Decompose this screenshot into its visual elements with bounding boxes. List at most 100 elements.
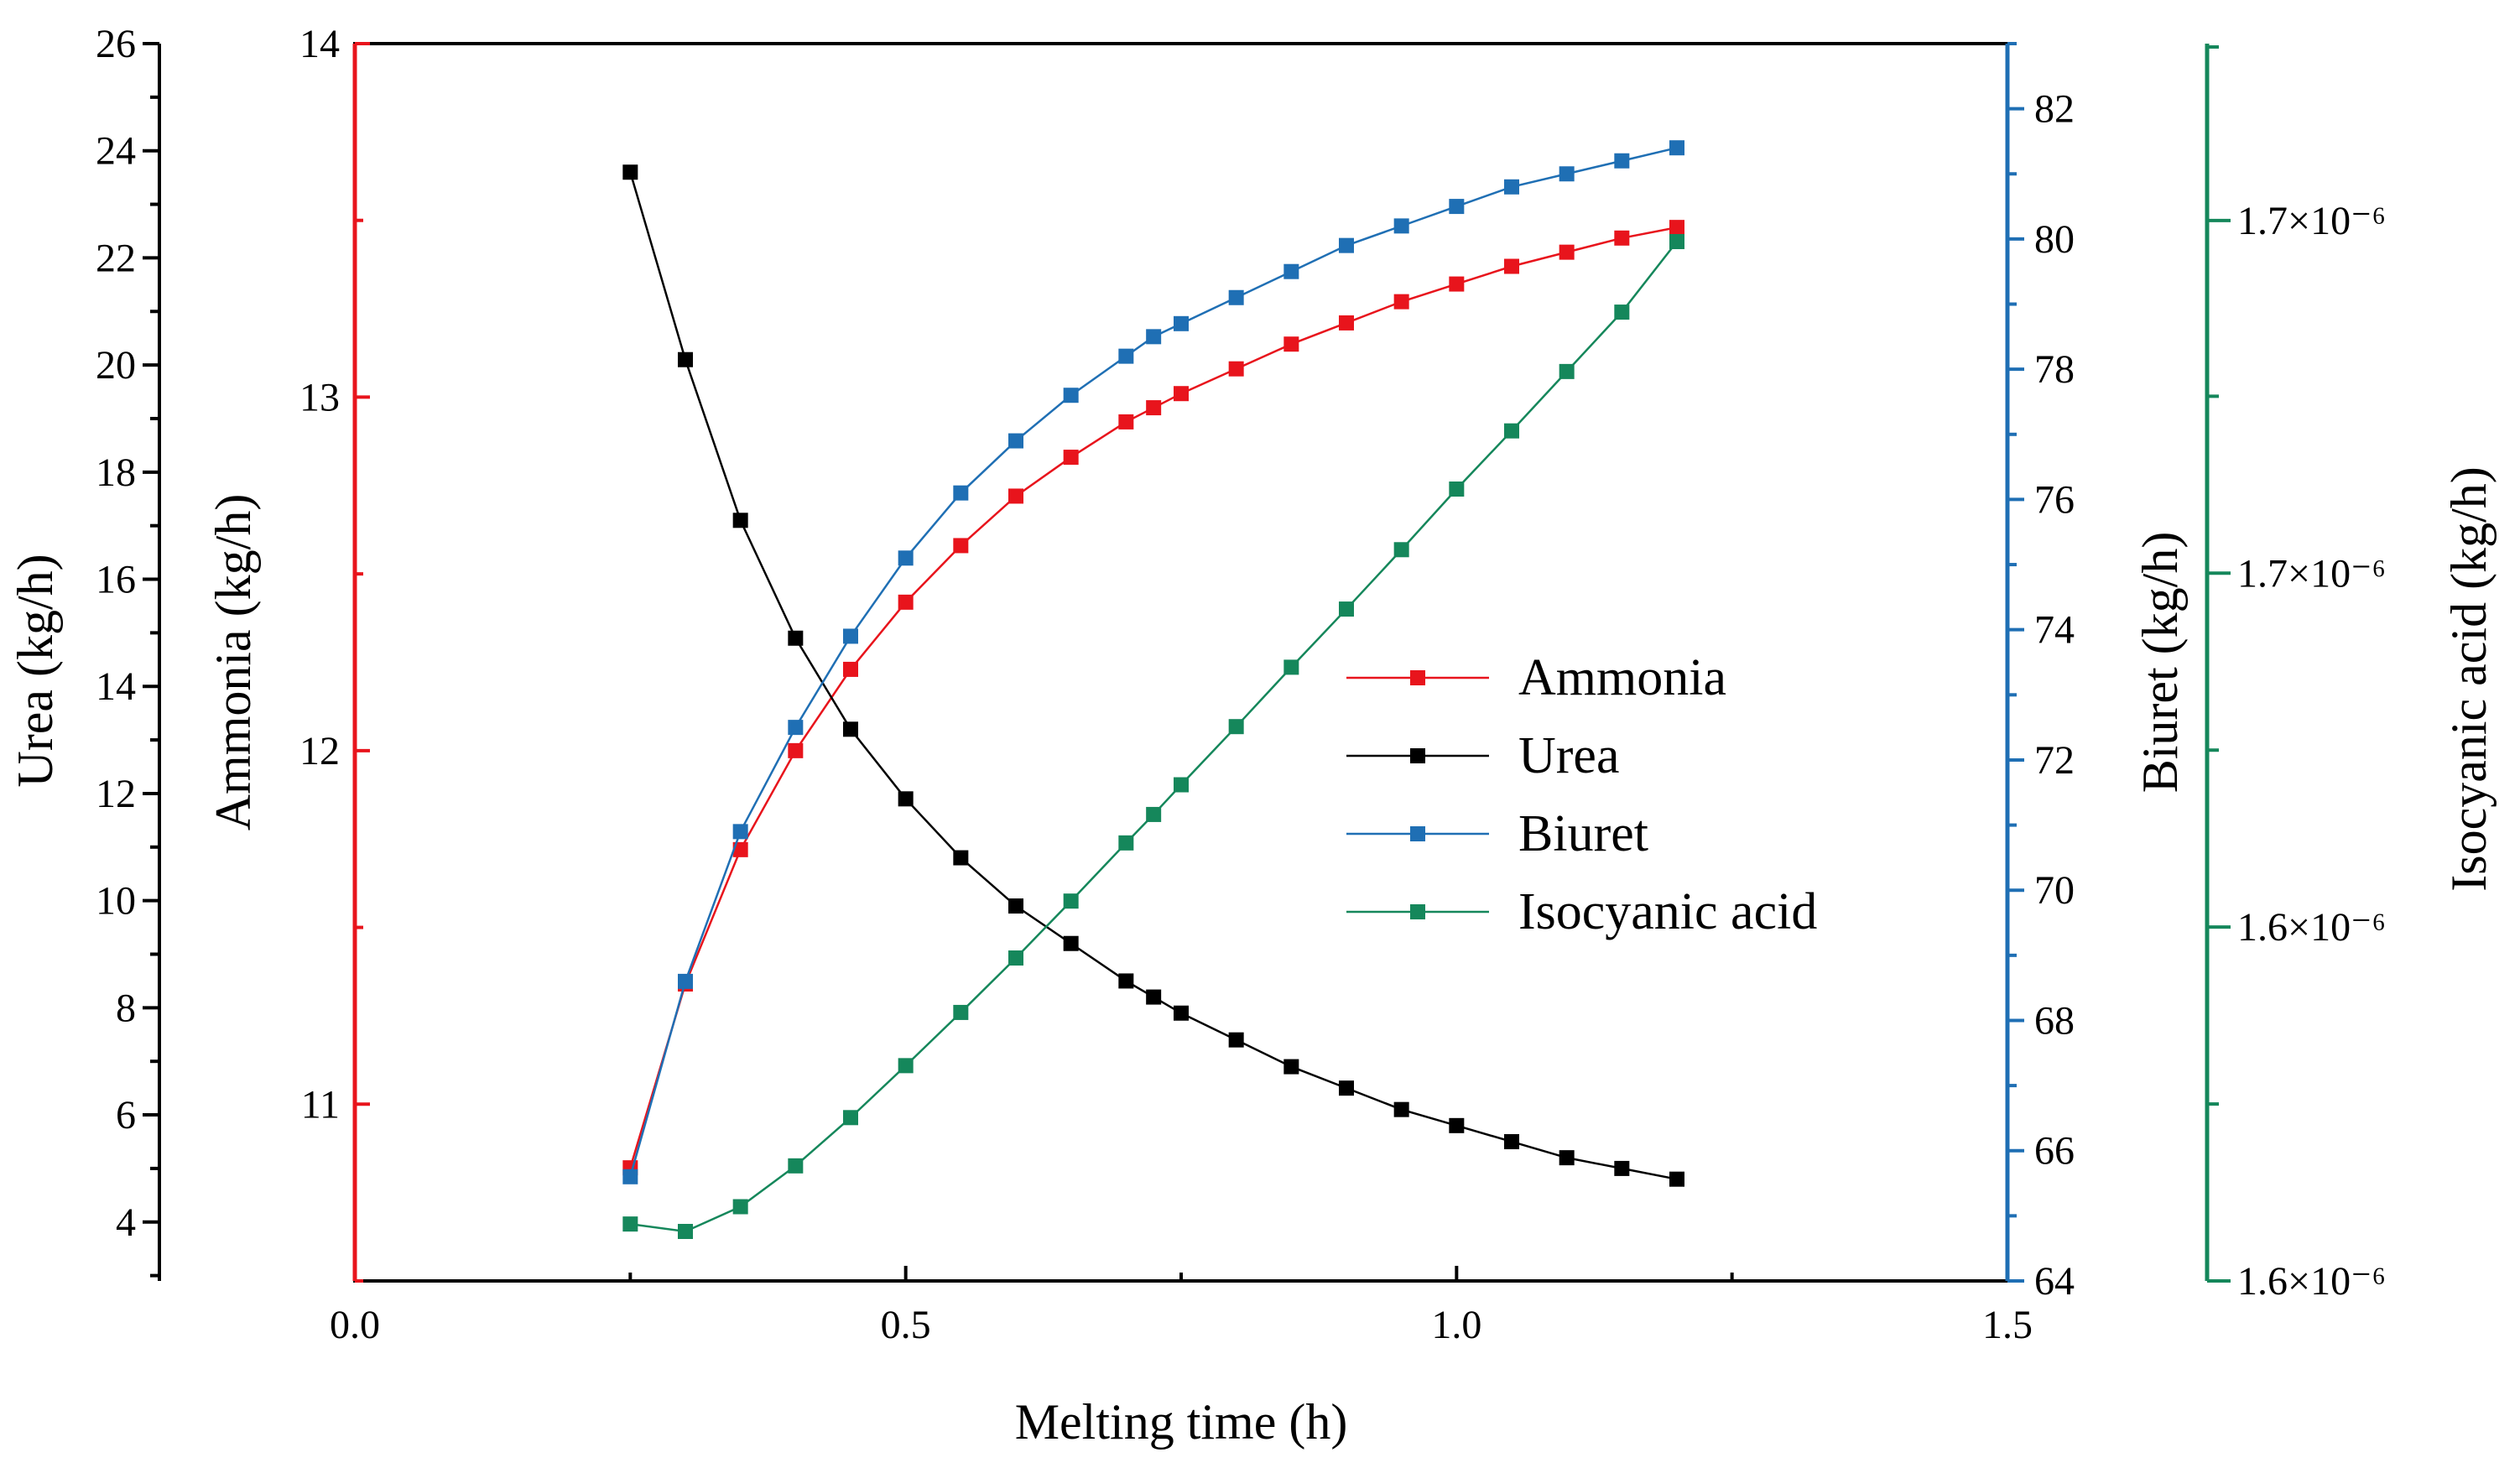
isocyanic-acid-point bbox=[1174, 777, 1189, 793]
ammonia-point bbox=[1449, 276, 1465, 292]
plot-area-frame bbox=[353, 42, 2009, 1283]
ammonia-point bbox=[1228, 361, 1244, 377]
legend-label: Urea bbox=[1518, 727, 1619, 784]
urea-point bbox=[843, 721, 858, 737]
legend-item-ammonia: Ammonia bbox=[1346, 649, 1726, 706]
isocyanic-acid-point bbox=[1146, 806, 1162, 822]
biuret-point bbox=[843, 628, 858, 644]
urea-tick-label: 26 bbox=[96, 22, 136, 66]
isocyanic-acid-point bbox=[1339, 601, 1354, 617]
legend-label: Biuret bbox=[1518, 805, 1648, 862]
isocyanic-acid-point bbox=[1449, 482, 1465, 497]
isocyanic-acid-point bbox=[1559, 363, 1575, 379]
x-axis-title: Melting time (h) bbox=[1015, 1394, 1348, 1450]
isocyanic-acid-point bbox=[788, 1158, 804, 1174]
legend-item-isocyanic-acid: Isocyanic acid bbox=[1346, 883, 1817, 940]
biuret-point bbox=[1283, 263, 1299, 279]
biuret-point bbox=[953, 485, 969, 501]
urea-point bbox=[1669, 1171, 1684, 1187]
isocyanic-tick-label: 1.6×10⁻⁶ bbox=[2237, 1259, 2386, 1304]
ammonia-point bbox=[1669, 220, 1684, 236]
biuret-tick-label: 66 bbox=[2034, 1129, 2075, 1174]
isocyanic-tick-label: 1.7×10⁻⁶ bbox=[2237, 551, 2386, 596]
urea-point bbox=[1559, 1150, 1575, 1166]
isocyanic-acid-point bbox=[1008, 950, 1023, 966]
urea-point bbox=[788, 630, 804, 646]
urea-axis-title: Urea (kg/h) bbox=[8, 554, 63, 787]
ammonia-tick-label: 13 bbox=[299, 375, 340, 419]
biuret-point bbox=[1393, 218, 1409, 234]
urea-point bbox=[953, 850, 969, 866]
urea-point bbox=[1118, 973, 1134, 989]
ammonia-tick-label: 11 bbox=[301, 1082, 340, 1127]
x-tick-label: 0.0 bbox=[330, 1303, 380, 1347]
urea-point bbox=[1393, 1101, 1409, 1117]
legend-label: Isocyanic acid bbox=[1518, 883, 1817, 940]
biuret-point bbox=[1146, 329, 1162, 345]
biuret-point bbox=[1174, 315, 1189, 331]
urea-point bbox=[732, 513, 748, 528]
isocyanic-tick-label: 1.7×10⁻⁶ bbox=[2237, 199, 2386, 243]
biuret-axis-title: Biuret (kg/h) bbox=[2132, 532, 2188, 794]
urea-tick-label: 20 bbox=[96, 343, 136, 388]
legend-swatch-marker bbox=[1410, 748, 1425, 763]
isocyanic-acid-point bbox=[1669, 234, 1684, 249]
biuret-point bbox=[622, 1169, 638, 1184]
legend-item-biuret: Biuret bbox=[1346, 805, 1648, 862]
biuret-point bbox=[732, 824, 748, 840]
urea-point bbox=[1614, 1160, 1630, 1176]
isocyanic-acid-point bbox=[1118, 835, 1134, 851]
urea-point bbox=[1008, 898, 1023, 914]
ammonia-point bbox=[1283, 336, 1299, 352]
urea-tick-label: 22 bbox=[96, 236, 136, 280]
isocyanic-acid-point bbox=[898, 1058, 914, 1074]
biuret-tick-label: 74 bbox=[2034, 608, 2075, 653]
urea-point bbox=[1228, 1032, 1244, 1048]
isocyanic-acid-point bbox=[732, 1199, 748, 1215]
biuret-tick-label: 70 bbox=[2034, 868, 2075, 913]
isocyanic-acid-point bbox=[1063, 893, 1079, 909]
biuret-point bbox=[1614, 153, 1630, 169]
biuret-series bbox=[622, 140, 1684, 1184]
ammonia-point bbox=[953, 538, 969, 554]
biuret-point bbox=[1063, 388, 1079, 403]
urea-tick-label: 6 bbox=[116, 1093, 136, 1137]
ammonia-point bbox=[1063, 450, 1079, 466]
ammonia-point bbox=[732, 841, 748, 857]
biuret-tick-label: 80 bbox=[2034, 217, 2075, 262]
isocyanic-tick-label: 1.6×10⁻⁶ bbox=[2237, 905, 2386, 950]
biuret-point bbox=[1559, 166, 1575, 182]
biuret-tick-label: 64 bbox=[2034, 1259, 2075, 1304]
ammonia-tick-label: 12 bbox=[299, 729, 340, 773]
ammonia-point bbox=[1393, 294, 1409, 310]
isocyanic-acid-point bbox=[953, 1004, 969, 1020]
isocyanic-acid-point bbox=[1614, 305, 1630, 320]
urea-point bbox=[898, 791, 914, 807]
isocyanic-acid-point bbox=[1504, 423, 1519, 439]
ammonia-axis-title: Ammonia (kg/h) bbox=[206, 494, 261, 831]
ammonia-point bbox=[1146, 400, 1162, 416]
urea-series bbox=[622, 164, 1684, 1187]
biuret-tick-label: 68 bbox=[2034, 998, 2075, 1043]
isocyanic-acid-point bbox=[678, 1224, 693, 1239]
isocyanic-acid-series bbox=[622, 234, 1684, 1239]
ammonia-point bbox=[1559, 244, 1575, 260]
ammonia-point bbox=[898, 594, 914, 610]
biuret-point bbox=[1504, 179, 1519, 195]
urea-point bbox=[678, 351, 693, 367]
legend-swatch-marker bbox=[1410, 670, 1425, 685]
urea-point bbox=[1063, 935, 1079, 951]
legend-label: Ammonia bbox=[1518, 649, 1726, 706]
urea-tick-label: 24 bbox=[96, 129, 136, 174]
ammonia-point bbox=[1174, 386, 1189, 402]
ammonia-point bbox=[1008, 488, 1023, 504]
biuret-point bbox=[1118, 348, 1134, 364]
urea-tick-label: 4 bbox=[116, 1200, 136, 1245]
x-tick-label: 1.5 bbox=[1982, 1303, 2033, 1347]
urea-tick-label: 16 bbox=[96, 558, 136, 602]
x-tick-label: 0.5 bbox=[881, 1303, 931, 1347]
x-tick-label: 1.0 bbox=[1431, 1303, 1481, 1347]
urea-point bbox=[1174, 1005, 1189, 1021]
biuret-point bbox=[1449, 199, 1465, 215]
